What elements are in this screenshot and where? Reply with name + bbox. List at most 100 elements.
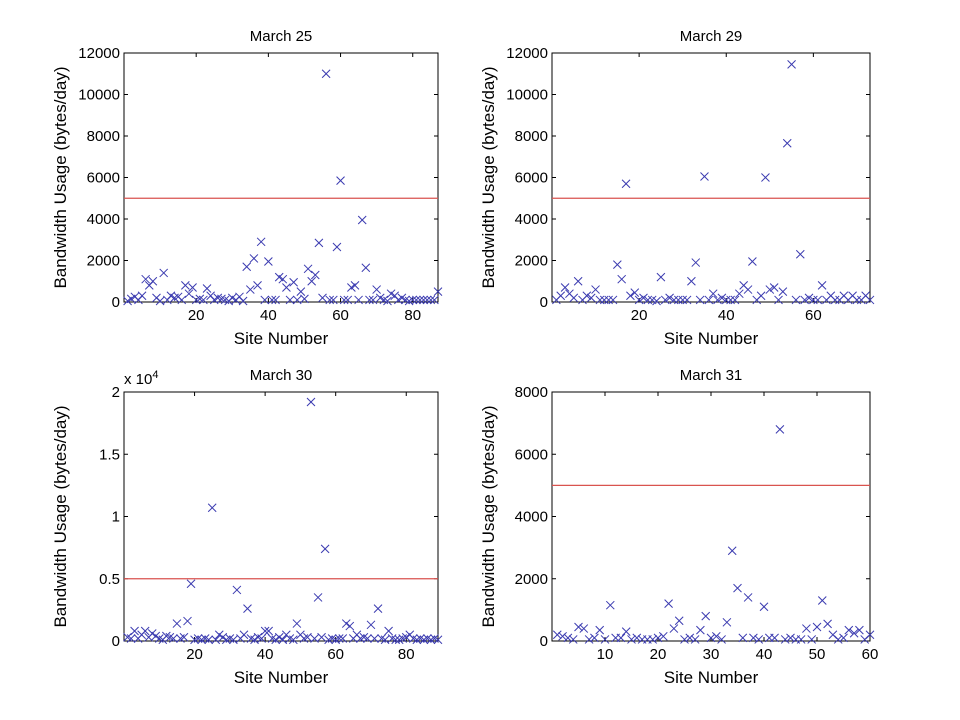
data-point (188, 283, 197, 292)
data-point (673, 295, 683, 305)
data-point (599, 295, 609, 305)
y-tick-label: 8000 (515, 128, 548, 145)
data-point (310, 270, 320, 280)
x-tick-label: 20 (631, 307, 648, 324)
data-point (130, 626, 139, 636)
data-point (350, 281, 360, 290)
data-point (313, 593, 323, 602)
data-point (685, 633, 695, 643)
data-point (320, 544, 330, 554)
y-tick-label: 2000 (87, 253, 120, 270)
data-point (159, 268, 169, 278)
x-tick-label: 20 (188, 307, 205, 324)
data-point (706, 633, 716, 643)
data-point (177, 295, 187, 305)
data-point (701, 611, 711, 621)
data-point (813, 295, 823, 305)
data-point (343, 295, 353, 305)
y-tick-label: 6000 (87, 170, 120, 187)
data-point (612, 260, 622, 270)
chart-title: March 25 (250, 28, 313, 45)
data-point (211, 635, 221, 645)
data-point (560, 283, 570, 292)
data-point (823, 619, 832, 629)
data-point (616, 633, 626, 643)
y-tick-label: 4000 (87, 211, 120, 228)
data-point (285, 295, 295, 305)
data-point (267, 295, 277, 305)
data-point (690, 635, 700, 644)
data-point (722, 617, 732, 627)
data-point (839, 633, 848, 643)
data-point (833, 635, 843, 644)
data-point (383, 296, 392, 306)
data-point (306, 397, 316, 407)
x-tick-label: 20 (650, 646, 667, 663)
data-point (155, 296, 165, 306)
data-point (621, 179, 631, 189)
data-point (292, 619, 302, 628)
data-point (660, 295, 670, 305)
data-point (738, 633, 748, 643)
data-point (809, 295, 818, 305)
y-tick-label: 1.5 (99, 446, 120, 463)
data-point (802, 624, 811, 633)
data-point (775, 424, 785, 434)
data-point (795, 249, 805, 259)
data-point (181, 281, 190, 290)
data-point (184, 289, 194, 299)
data-point (202, 284, 212, 293)
data-point (408, 295, 418, 305)
data-point (730, 295, 740, 305)
data-point (582, 291, 592, 301)
data-point (568, 635, 578, 644)
data-point (260, 295, 270, 305)
data-point (733, 583, 742, 593)
plot-area-frame (123, 391, 439, 642)
data-point (314, 238, 324, 248)
chart-panel-1: 0 2000 4000 6000 8000 10000 12000 20 40 60 80 March… (51, 28, 443, 348)
data-point (204, 635, 214, 645)
plot-area-frame (123, 52, 439, 303)
y-tick-label: 0 (540, 294, 548, 311)
y-tick-label: 4000 (515, 211, 548, 228)
y-tick-label: 2000 (515, 253, 548, 270)
data-point (354, 295, 363, 305)
data-point (556, 291, 566, 301)
y-tick-label: 6000 (515, 446, 548, 463)
data-point (621, 627, 631, 637)
data-point (373, 604, 383, 613)
data-point (634, 295, 644, 305)
data-point (817, 281, 827, 290)
data-point (765, 285, 775, 294)
x-axis-label: Site Number (234, 668, 329, 687)
data-point (357, 215, 367, 225)
data-point (380, 635, 390, 645)
y-tick-label: 1 (112, 509, 120, 526)
data-point (433, 635, 443, 645)
data-point (391, 635, 401, 645)
data-point (652, 296, 661, 306)
data-point (817, 596, 827, 605)
data-point (627, 635, 636, 644)
data-point (658, 631, 668, 641)
data-point (604, 295, 613, 305)
data-point (632, 633, 642, 643)
data-point (229, 635, 238, 645)
data-point (743, 285, 753, 294)
data-point (415, 295, 425, 305)
data-point (321, 69, 331, 79)
x-axis-label: Site Number (234, 329, 329, 348)
data-point (849, 628, 859, 638)
x-tick-label: 20 (186, 646, 203, 663)
y-tick-label: 10000 (506, 87, 548, 104)
data-point (137, 291, 147, 301)
x-tick-label: 60 (332, 307, 349, 324)
x-tick-label: 40 (257, 646, 274, 663)
data-point (605, 600, 615, 610)
data-point (782, 138, 792, 148)
x-tick-label: 60 (327, 646, 344, 663)
data-point (669, 295, 679, 305)
data-point (713, 295, 722, 305)
y-exponent-power: 4 (152, 369, 158, 381)
